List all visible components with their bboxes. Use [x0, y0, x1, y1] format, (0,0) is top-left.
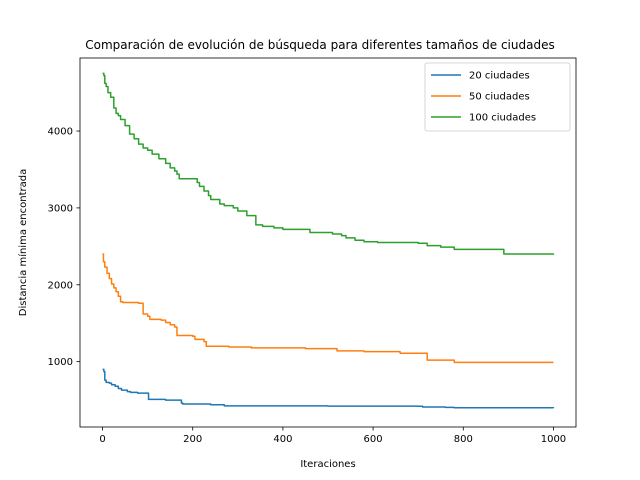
- legend-box: [424, 62, 571, 132]
- chart-title: Comparación de evolución de búsqueda par…: [85, 38, 554, 52]
- x-tick-label: 200: [183, 434, 202, 445]
- y-axis-label: Distancia mínima encontrada: [17, 169, 29, 316]
- y-tick-label: 4000: [48, 127, 73, 138]
- series-line-50-ciudades: [102, 253, 554, 364]
- x-axis: 0 200 400 600 800 1000: [99, 427, 566, 445]
- x-tick-label: 600: [364, 434, 383, 445]
- plot-series: [102, 72, 555, 409]
- y-axis: 1000 2000 3000 4000: [48, 127, 80, 368]
- legend: 20 ciudades 50 ciudades 100 ciudades: [424, 62, 571, 132]
- x-axis-label: Iteraciones: [300, 459, 355, 470]
- y-tick-label: 3000: [48, 203, 73, 214]
- legend-label: 20 ciudades: [469, 71, 530, 82]
- x-tick-label: 800: [454, 434, 473, 445]
- series-line-20-ciudades: [102, 368, 555, 409]
- legend-label: 100 ciudades: [469, 113, 536, 124]
- plot-frame: [79, 57, 577, 428]
- x-tick-label: 0: [99, 434, 105, 445]
- series-line-100-ciudades: [102, 72, 555, 255]
- x-tick-label: 400: [273, 434, 292, 445]
- y-tick-label: 2000: [48, 280, 73, 291]
- x-tick-label: 1000: [541, 434, 566, 445]
- y-tick-label: 1000: [48, 357, 73, 368]
- legend-label: 50 ciudades: [469, 92, 530, 103]
